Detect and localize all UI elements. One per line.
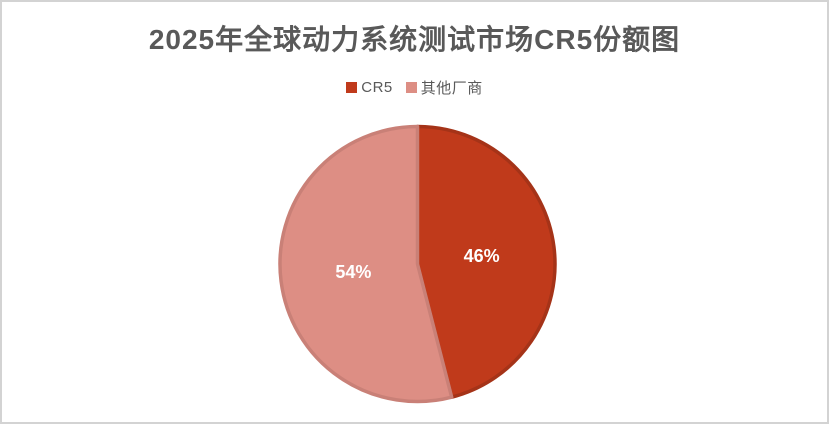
legend-swatch-cr5 <box>346 81 358 93</box>
pie-slice-cr5[interactable] <box>415 124 557 399</box>
legend-item-others[interactable]: 其他厂商 <box>405 77 483 98</box>
chart-legend: CR5 其他厂商 <box>2 77 827 97</box>
data-label-others: 54% <box>335 262 371 282</box>
legend-label-cr5: CR5 <box>361 78 393 96</box>
legend-item-cr5[interactable]: CR5 <box>346 79 393 96</box>
data-label-cr5: 46% <box>464 246 500 266</box>
legend-swatch-others <box>405 81 417 93</box>
legend-label-others: 其他厂商 <box>420 79 483 97</box>
pie-slice-others[interactable] <box>278 124 454 404</box>
chart-title: 2025年全球动力系统测试市场CR5份额图 <box>148 24 681 55</box>
